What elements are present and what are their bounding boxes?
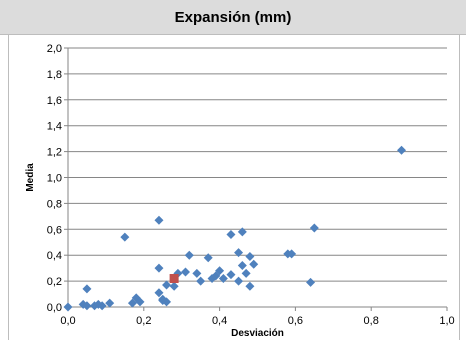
data-point — [154, 263, 164, 273]
data-point — [97, 301, 107, 311]
data-point — [63, 302, 73, 312]
y-axis-title: Media — [25, 163, 36, 192]
x-tick-label: 0,2 — [136, 315, 151, 327]
y-tick-label: 0,8 — [47, 198, 62, 210]
data-point — [241, 268, 251, 278]
data-point — [226, 270, 236, 280]
data-point — [169, 274, 179, 284]
x-tick-label: 0,0 — [60, 315, 75, 327]
data-point — [135, 297, 145, 307]
y-tick-label: 2,0 — [47, 43, 62, 55]
y-tick-label: 0,2 — [47, 276, 62, 288]
data-point — [192, 268, 202, 278]
data-point — [245, 251, 255, 261]
y-tick-label: 1,8 — [47, 69, 62, 81]
data-point — [249, 259, 259, 269]
data-point — [309, 223, 319, 233]
axes — [64, 47, 448, 311]
data-point — [169, 281, 179, 291]
data-point — [184, 250, 194, 260]
data-point — [196, 276, 206, 286]
data-point — [211, 271, 221, 281]
data-point — [306, 277, 316, 287]
x-tick-label: 0,6 — [288, 315, 303, 327]
data-point — [237, 227, 247, 237]
x-tick-label: 1,0 — [439, 315, 454, 327]
gridlines — [68, 47, 447, 282]
data-point — [120, 232, 130, 242]
y-tick-label: 0,4 — [47, 250, 62, 262]
data-point — [245, 281, 255, 291]
chart-title: Expansión (mm) — [0, 0, 466, 35]
data-point — [180, 267, 190, 277]
data-point — [162, 297, 172, 307]
data-point — [234, 248, 244, 258]
data-point — [287, 249, 297, 259]
x-tick-label: 0,8 — [364, 315, 379, 327]
data-point — [203, 253, 213, 263]
y-tick-label: 1,0 — [47, 173, 62, 185]
data-point — [397, 145, 407, 155]
data-point — [105, 298, 115, 308]
tick-labels: 0,0 0,2 0,4 0,6 0,8 1,0 1,2 1,4 1,6 1,8 2,0 0,0 0,2 0… — [47, 43, 455, 327]
data-point — [154, 215, 164, 225]
data-point — [173, 268, 183, 278]
data-point — [226, 229, 236, 239]
data-point — [82, 284, 92, 294]
scatter-chart: 0,0 0,2 0,4 0,6 0,8 1,0 1,2 1,4 1,6 1,8 2,0 0,0 0,2 0… — [25, 43, 455, 339]
data-points — [63, 145, 407, 312]
x-axis-title: Desviación — [231, 328, 284, 339]
data-point — [215, 266, 225, 276]
chart-panel: 0,0 0,2 0,4 0,6 0,8 1,0 1,2 1,4 1,6 1,8 2,0 0,0 0,2 0… — [8, 35, 460, 340]
y-tick-label: 1,2 — [47, 147, 62, 159]
data-point — [218, 274, 228, 284]
data-point — [234, 276, 244, 286]
x-tick-label: 0,4 — [212, 315, 227, 327]
data-point — [237, 261, 247, 271]
y-tick-label: 0,0 — [47, 302, 62, 314]
y-tick-label: 0,6 — [47, 224, 62, 236]
data-point — [154, 288, 164, 298]
y-tick-label: 1,6 — [47, 95, 62, 107]
data-point — [82, 301, 92, 311]
y-tick-label: 1,4 — [47, 121, 62, 133]
data-point — [162, 280, 172, 290]
